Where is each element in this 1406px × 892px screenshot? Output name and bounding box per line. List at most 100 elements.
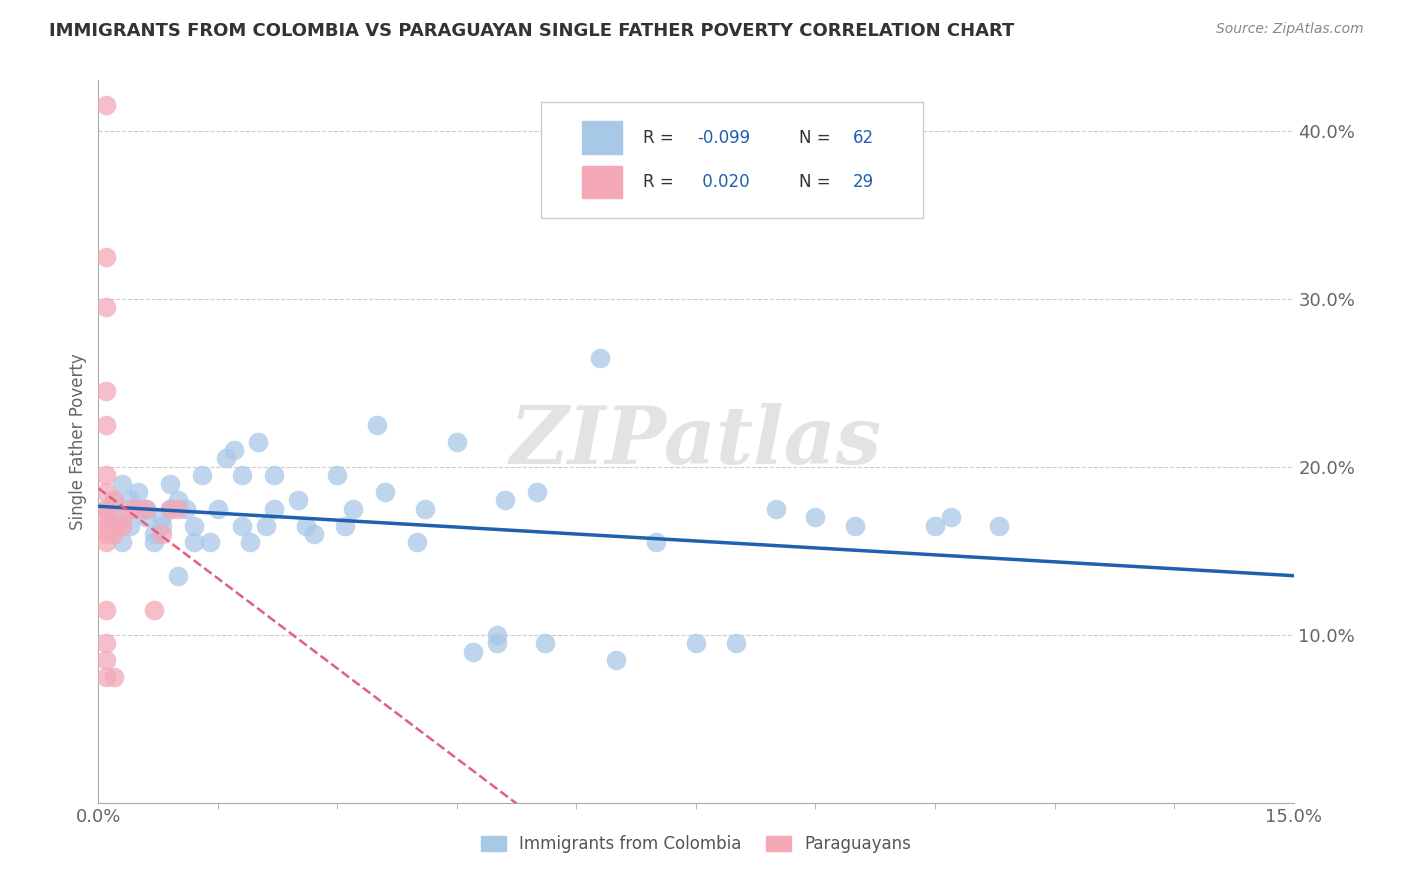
Point xyxy=(589,351,612,365)
Point xyxy=(263,501,285,516)
Point xyxy=(724,636,747,650)
Point xyxy=(127,501,149,516)
Point xyxy=(294,518,316,533)
Point xyxy=(287,493,309,508)
Point xyxy=(135,510,157,524)
Point xyxy=(135,501,157,516)
Point xyxy=(111,476,134,491)
Point xyxy=(533,636,555,650)
Point xyxy=(143,527,166,541)
Point xyxy=(605,653,627,667)
Point xyxy=(215,451,238,466)
Text: N =: N = xyxy=(799,128,835,146)
Point xyxy=(844,518,866,533)
Point xyxy=(335,518,357,533)
Text: ZIPatlas: ZIPatlas xyxy=(510,403,882,480)
Point xyxy=(96,535,118,549)
Point xyxy=(222,442,245,457)
Point xyxy=(159,476,181,491)
Point xyxy=(96,653,118,667)
Point xyxy=(96,501,118,516)
Point xyxy=(326,468,349,483)
Point xyxy=(645,535,668,549)
Point xyxy=(167,501,190,516)
Legend: Immigrants from Colombia, Paraguayans: Immigrants from Colombia, Paraguayans xyxy=(474,828,918,860)
Point xyxy=(96,485,118,500)
Point xyxy=(96,250,118,264)
FancyBboxPatch shape xyxy=(541,102,922,218)
Point xyxy=(485,636,508,650)
Text: 62: 62 xyxy=(852,128,873,146)
Point xyxy=(167,569,190,583)
Point xyxy=(366,417,388,432)
Point xyxy=(804,510,827,524)
FancyBboxPatch shape xyxy=(582,121,621,153)
Point xyxy=(120,518,142,533)
Text: Source: ZipAtlas.com: Source: ZipAtlas.com xyxy=(1216,22,1364,37)
Point xyxy=(302,527,325,541)
Point xyxy=(96,384,118,398)
Point xyxy=(127,501,149,516)
Point xyxy=(685,636,707,650)
Point xyxy=(924,518,946,533)
Point xyxy=(120,501,142,516)
Point xyxy=(174,501,197,516)
Point xyxy=(159,501,181,516)
Text: N =: N = xyxy=(799,173,835,191)
Point xyxy=(120,493,142,508)
Point xyxy=(96,510,118,524)
Point xyxy=(143,535,166,549)
Point xyxy=(446,434,468,449)
Point xyxy=(111,535,134,549)
Point xyxy=(103,493,125,508)
Text: -0.099: -0.099 xyxy=(697,128,751,146)
Point xyxy=(231,518,253,533)
Point xyxy=(103,493,125,508)
Point xyxy=(96,527,118,541)
Point xyxy=(167,493,190,508)
Y-axis label: Single Father Poverty: Single Father Poverty xyxy=(69,353,87,530)
Point xyxy=(96,636,118,650)
Point xyxy=(485,628,508,642)
Text: R =: R = xyxy=(644,173,679,191)
Point xyxy=(96,670,118,684)
Point xyxy=(103,670,125,684)
Point xyxy=(413,501,436,516)
FancyBboxPatch shape xyxy=(582,166,621,198)
Point xyxy=(494,493,516,508)
Point xyxy=(231,468,253,483)
Point xyxy=(150,510,173,524)
Point xyxy=(342,501,364,516)
Point xyxy=(127,485,149,500)
Point xyxy=(191,468,214,483)
Point xyxy=(96,300,118,314)
Point xyxy=(96,501,118,516)
Point xyxy=(135,501,157,516)
Point xyxy=(254,518,277,533)
Point xyxy=(150,527,173,541)
Point xyxy=(246,434,269,449)
Point xyxy=(111,518,134,533)
Point xyxy=(263,468,285,483)
Point xyxy=(150,518,173,533)
Point xyxy=(96,417,118,432)
Point xyxy=(96,98,118,112)
Point xyxy=(461,644,484,658)
Point xyxy=(183,518,205,533)
Point xyxy=(103,527,125,541)
Text: 0.020: 0.020 xyxy=(697,173,749,191)
Point xyxy=(111,510,134,524)
Point xyxy=(987,518,1010,533)
Point xyxy=(526,485,548,500)
Point xyxy=(96,602,118,616)
Point xyxy=(159,501,181,516)
Point xyxy=(406,535,429,549)
Text: IMMIGRANTS FROM COLOMBIA VS PARAGUAYAN SINGLE FATHER POVERTY CORRELATION CHART: IMMIGRANTS FROM COLOMBIA VS PARAGUAYAN S… xyxy=(49,22,1015,40)
Point xyxy=(96,518,118,533)
Point xyxy=(143,602,166,616)
Point xyxy=(198,535,221,549)
Text: 29: 29 xyxy=(852,173,873,191)
Point xyxy=(239,535,262,549)
Point xyxy=(103,518,125,533)
Point xyxy=(183,535,205,549)
